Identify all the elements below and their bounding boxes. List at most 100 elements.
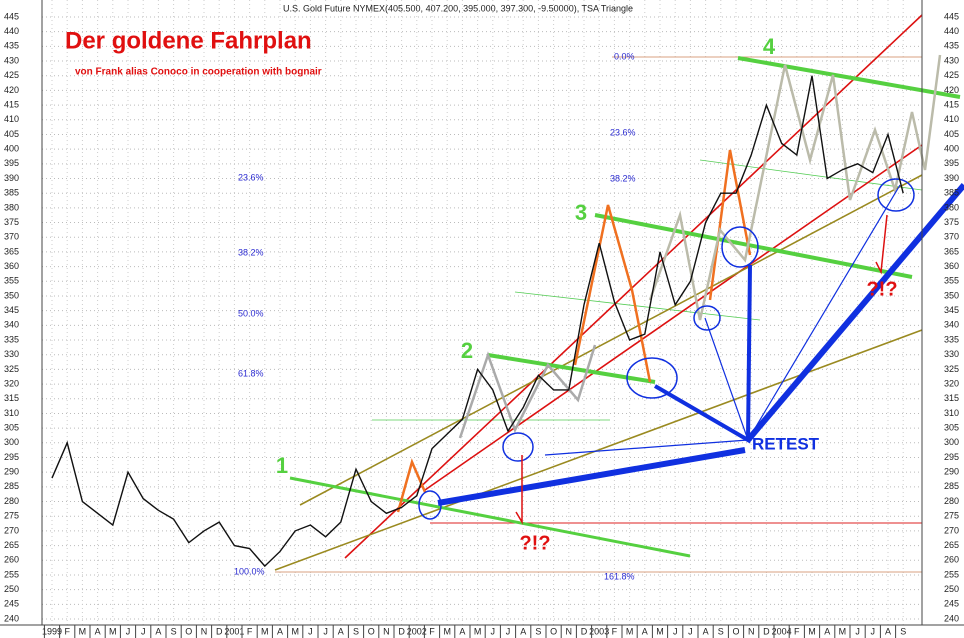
y2-tick-label: 395 xyxy=(944,158,959,168)
x-tick-label: A xyxy=(459,626,465,636)
y2-tick-label: 285 xyxy=(944,481,959,491)
y2-tick-label: 305 xyxy=(944,422,959,432)
y-tick-label: 325 xyxy=(4,364,19,374)
annotation: ?!? xyxy=(519,532,550,554)
x-tick-label: F xyxy=(247,626,253,636)
y-tick-label: 320 xyxy=(4,378,19,388)
y2-tick-label: 245 xyxy=(944,599,959,609)
y2-tick-label: 350 xyxy=(944,290,959,300)
y-tick-label: 345 xyxy=(4,305,19,315)
header: U.S. Gold Future NYMEX(405.500, 407.200,… xyxy=(283,3,633,13)
x-tick-label: F xyxy=(64,626,70,636)
y-tick-label: 310 xyxy=(4,408,19,418)
fib-label: 38.2% xyxy=(610,173,636,183)
y-tick-label: 300 xyxy=(4,437,19,447)
x-tick-label: M xyxy=(808,626,816,636)
y-tick-label: 295 xyxy=(4,452,19,462)
x-tick-label: F xyxy=(794,626,800,636)
fib-label: 23.6% xyxy=(610,127,636,137)
y2-tick-label: 290 xyxy=(944,467,959,477)
y-tick-label: 360 xyxy=(4,261,19,271)
x-tick-label: A xyxy=(277,626,283,636)
y-tick-label: 245 xyxy=(4,599,19,609)
y2-tick-label: 320 xyxy=(944,378,959,388)
x-tick-label: F xyxy=(429,626,435,636)
y-tick-label: 315 xyxy=(4,393,19,403)
x-tick-label: J xyxy=(871,626,876,636)
x-tick-label: A xyxy=(885,626,891,636)
y2-tick-label: 430 xyxy=(944,55,959,65)
y-tick-label: 445 xyxy=(4,11,19,21)
y2-tick-label: 415 xyxy=(944,99,959,109)
y-tick-label: 275 xyxy=(4,511,19,521)
x-tick-label: A xyxy=(338,626,344,636)
plot xyxy=(51,75,904,568)
x-tick-label: M xyxy=(79,626,87,636)
fib-label: 0.0% xyxy=(614,51,635,61)
drawings xyxy=(274,14,964,573)
fib-label: 161.8% xyxy=(604,571,635,581)
y-tick-label: 330 xyxy=(4,349,19,359)
x-tick-label: M xyxy=(109,626,117,636)
x-tick-label: J xyxy=(673,626,678,636)
x-tick-label: D xyxy=(763,626,770,636)
y-tick-label: 430 xyxy=(4,55,19,65)
y2-tick-label: 370 xyxy=(944,232,959,242)
x-tick-label: S xyxy=(353,626,359,636)
y-tick-label: 355 xyxy=(4,276,19,286)
y2-tick-label: 280 xyxy=(944,496,959,506)
x-tick-label: M xyxy=(656,626,664,636)
x-tick-label: S xyxy=(535,626,541,636)
y-tick-label: 370 xyxy=(4,232,19,242)
x-tick-label: O xyxy=(368,626,375,636)
fib-label: 23.6% xyxy=(238,172,264,182)
y2-tick-label: 435 xyxy=(944,41,959,51)
y-tick-label: 340 xyxy=(4,320,19,330)
y2-tick-label: 355 xyxy=(944,276,959,286)
x-tick-label: 2003 xyxy=(589,626,609,636)
y-tick-label: 390 xyxy=(4,173,19,183)
annotation: ?!? xyxy=(866,278,897,300)
y2-tick-label: 400 xyxy=(944,144,959,154)
annotation: 2 xyxy=(461,338,473,363)
x-tick-label: S xyxy=(900,626,906,636)
x-tick-label: A xyxy=(703,626,709,636)
y-tick-label: 420 xyxy=(4,85,19,95)
x-tick-label: O xyxy=(185,626,192,636)
x-tick-label: D xyxy=(216,626,223,636)
y2-tick-label: 375 xyxy=(944,217,959,227)
y-tick-label: 240 xyxy=(4,613,19,623)
y-tick-label: 265 xyxy=(4,540,19,550)
x-tick-label: J xyxy=(308,626,313,636)
annotation: RETEST xyxy=(752,434,820,453)
x-tick-label: J xyxy=(491,626,496,636)
y2-tick-label: 445 xyxy=(944,11,959,21)
y2-tick-label: 255 xyxy=(944,569,959,579)
y2-tick-label: 330 xyxy=(944,349,959,359)
x-tick-label: O xyxy=(732,626,739,636)
y2-tick-label: 325 xyxy=(944,364,959,374)
x-tick-label: M xyxy=(626,626,634,636)
x-tick-label: N xyxy=(201,626,208,636)
x-tick-label: O xyxy=(550,626,557,636)
y2-tick-label: 385 xyxy=(944,188,959,198)
y-tick-label: 305 xyxy=(4,422,19,432)
x-tick-label: N xyxy=(748,626,755,636)
y-tick-label: 260 xyxy=(4,555,19,565)
annotation: 3 xyxy=(575,200,587,225)
x-tick-label: F xyxy=(612,626,618,636)
y-tick-label: 380 xyxy=(4,202,19,212)
y2-tick-label: 360 xyxy=(944,261,959,271)
y-tick-label: 425 xyxy=(4,70,19,80)
x-tick-label: D xyxy=(581,626,588,636)
y2-tick-label: 440 xyxy=(944,26,959,36)
y2-tick-label: 315 xyxy=(944,393,959,403)
annotation: 1 xyxy=(276,453,288,478)
x-tick-label: M xyxy=(443,626,451,636)
y2-tick-label: 380 xyxy=(944,202,959,212)
grid xyxy=(42,0,922,625)
y2-tick-label: 390 xyxy=(944,173,959,183)
x-tick-label: A xyxy=(95,626,101,636)
y2-tick-label: 310 xyxy=(944,408,959,418)
